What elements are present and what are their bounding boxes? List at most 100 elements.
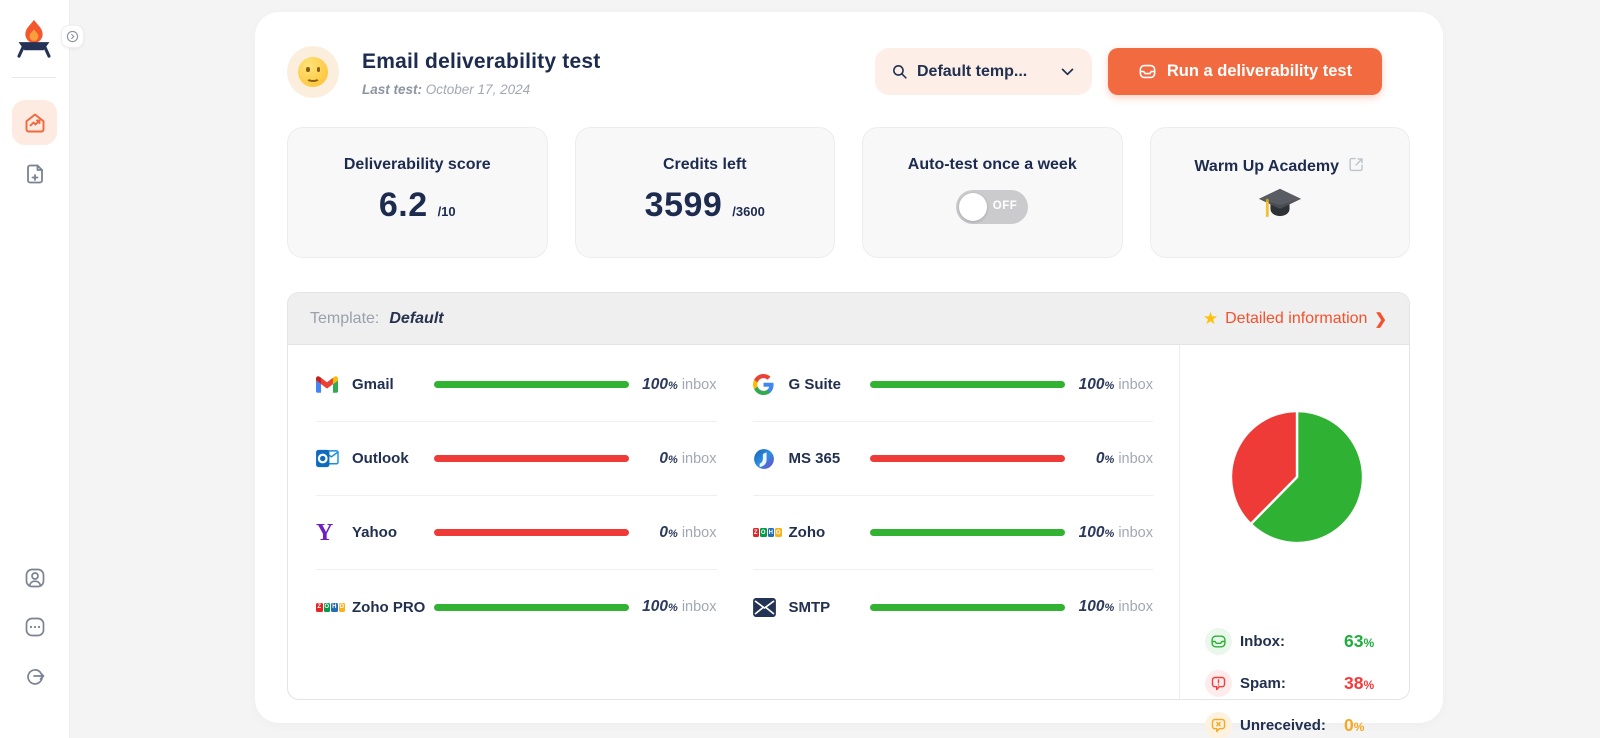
provider-row: Gmail 100% inbox	[316, 348, 717, 422]
campfire-logo[interactable]	[14, 18, 54, 60]
chevron-down-icon	[1061, 68, 1074, 76]
provider-score-bar	[433, 381, 629, 388]
external-link-icon	[1348, 156, 1365, 178]
template-dropdown-value: Default temp...	[917, 62, 1028, 80]
main-panel: Email deliverability test Last test: Oct…	[255, 12, 1443, 738]
sidebar-expand-button[interactable]	[61, 25, 84, 48]
unreceived-icon	[1205, 712, 1232, 738]
provider-name: G Suite	[788, 376, 842, 393]
status-emoji	[287, 46, 339, 98]
template-value: Default	[389, 309, 444, 327]
stat-title: Auto-test once a week	[907, 156, 1077, 173]
provider-score-bar	[433, 529, 629, 536]
stat-card-warmup-academy[interactable]: Warm Up Academy	[1149, 127, 1410, 258]
provider-score-bar	[870, 529, 1065, 536]
template-label: Template:	[310, 309, 380, 327]
provider-score-value: 100% inbox	[642, 375, 717, 393]
stat-title: Credits left	[662, 156, 747, 173]
legend-row: Unreceived: 0%	[1205, 712, 1390, 738]
provider-score-value: 100% inbox	[1078, 523, 1153, 541]
user-icon	[25, 568, 44, 587]
credits-left-value: 3599 /3600	[644, 186, 765, 224]
ellipsis-icon	[25, 617, 44, 636]
sidebar-item-logout[interactable]	[12, 653, 57, 698]
chevron-right-icon: ❯	[1374, 310, 1387, 328]
provider-name: Zoho PRO	[352, 598, 426, 616]
legend-value: 63%	[1344, 631, 1375, 651]
provider-row: Z O H O Zoho PRO 100% inbox	[316, 570, 717, 644]
legend-label: Inbox:	[1240, 633, 1285, 650]
toggle-state-label: OFF	[992, 200, 1018, 212]
template-dropdown[interactable]: Default temp...	[875, 48, 1092, 95]
provider-score-value: 100% inbox	[642, 598, 717, 615]
provider-row: MS 365 0% inbox	[752, 422, 1153, 496]
file-plus-icon	[26, 164, 43, 183]
provider-score-bar	[870, 455, 1065, 462]
smiley-face-icon	[298, 57, 328, 87]
detailed-information-link[interactable]: ★ Detailed information ❯	[1203, 309, 1387, 329]
provider-row: Outlook 0% inbox	[316, 422, 717, 496]
detailed-information-label: Detailed information	[1225, 309, 1368, 327]
provider-row: SMTP 100% inbox	[752, 570, 1153, 644]
stats-row: Deliverability score 6.2 /10 Credits lef…	[287, 127, 1410, 258]
panel-body: Gmail 100% inbox Outlook 0% inbox Y Yahoo 0% inbo…	[288, 345, 1409, 738]
logout-icon	[26, 668, 44, 685]
sidebar-item-account[interactable]	[12, 555, 57, 600]
panel-header: Template: Default ★ Detailed information…	[288, 293, 1409, 345]
results-pie-chart	[1229, 409, 1365, 545]
inbox-icon	[1205, 628, 1232, 655]
legend-row: Inbox: 63%	[1205, 628, 1390, 655]
run-button-label: Run a deliverability test	[1166, 62, 1353, 80]
provider-score-bar	[870, 603, 1065, 611]
sidebar-item-dashboard[interactable]	[12, 100, 57, 145]
provider-score-bar	[433, 603, 629, 611]
page-title: Email deliverability test	[362, 50, 601, 73]
provider-name: SMTP	[788, 598, 831, 616]
search-icon	[893, 65, 907, 79]
stat-title: Deliverability score	[343, 156, 491, 173]
legend-row: Spam: 38%	[1205, 670, 1390, 697]
smtp-icon	[752, 597, 781, 617]
sidebar-item-new-test[interactable]	[12, 151, 57, 196]
provider-score-value: 0% inbox	[659, 523, 717, 541]
pie-slice-inbox	[1249, 409, 1365, 545]
provider-score-value: 100% inbox	[1078, 598, 1153, 615]
auto-test-toggle[interactable]: OFF	[956, 190, 1029, 224]
stat-title: Warm Up Academy	[1194, 158, 1340, 175]
provider-name: Zoho	[788, 524, 826, 541]
gsuite-icon	[752, 374, 781, 395]
deliverability-score-value: 6.2 /10	[378, 186, 456, 224]
sidebar-divider	[12, 77, 56, 78]
pie-slice-spam	[1229, 409, 1299, 526]
inbox-icon	[1139, 64, 1156, 79]
provider-name: Outlook	[352, 450, 409, 467]
legend-value: 0%	[1344, 715, 1365, 735]
toggle-knob	[959, 193, 988, 221]
legend-value: 38%	[1344, 673, 1375, 693]
provider-row: G Suite 100% inbox	[752, 348, 1153, 422]
ms365-icon	[753, 448, 781, 470]
last-test-label: Last test:	[362, 82, 423, 97]
provider-score-value: 100% inbox	[1078, 375, 1153, 393]
provider-name: MS 365	[788, 450, 841, 467]
provider-row: Z O H O Zoho 100% inbox	[752, 496, 1153, 570]
provider-score-value: 0% inbox	[1095, 449, 1153, 467]
yahoo-icon: Y	[316, 519, 334, 546]
provider-results-grid: Gmail 100% inbox Outlook 0% inbox Y Yahoo 0% inbo…	[288, 345, 1179, 700]
provider-score-bar	[433, 455, 629, 462]
star-icon: ★	[1202, 308, 1219, 328]
outlook-icon	[316, 448, 344, 469]
sidebar-item-more[interactable]	[12, 604, 57, 649]
sidebar	[0, 0, 84, 738]
home-chart-icon	[25, 113, 44, 132]
stat-card-auto-test: Auto-test once a week OFF	[862, 127, 1123, 258]
run-deliverability-test-button[interactable]: Run a deliverability test	[1108, 48, 1382, 95]
provider-name: Gmail	[352, 376, 394, 393]
graduation-cap-icon	[1257, 186, 1303, 233]
gmail-icon	[316, 376, 344, 393]
provider-name: Yahoo	[352, 524, 398, 541]
last-test-value: October 17, 2024	[425, 82, 531, 97]
provider-score-value: 0% inbox	[659, 449, 717, 467]
